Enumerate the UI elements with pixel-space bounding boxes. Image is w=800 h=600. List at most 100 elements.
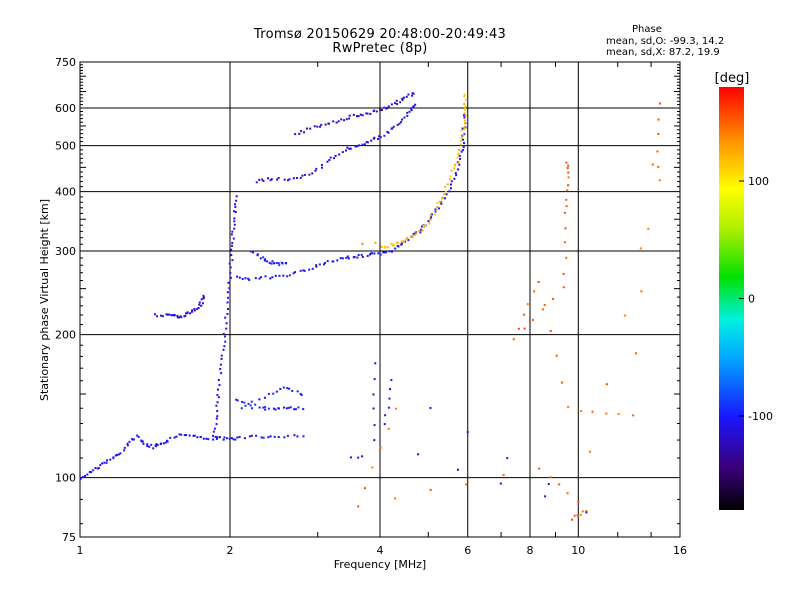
data-point	[570, 518, 573, 521]
data-point	[562, 286, 565, 289]
data-point	[198, 301, 201, 304]
data-point	[223, 345, 226, 348]
data-point	[311, 172, 314, 175]
data-point	[459, 157, 462, 160]
data-point	[658, 102, 661, 105]
data-point	[457, 160, 460, 163]
data-point	[264, 275, 267, 278]
data-point	[428, 222, 431, 225]
data-point	[383, 245, 386, 248]
data-point	[294, 408, 297, 411]
data-point	[273, 435, 276, 438]
data-point	[156, 315, 159, 318]
data-point	[177, 316, 180, 319]
data-point	[269, 277, 272, 280]
data-point	[376, 137, 379, 140]
grid	[80, 62, 680, 537]
data-point	[463, 133, 466, 136]
data-point	[364, 487, 367, 490]
data-point	[366, 141, 369, 144]
data-point	[415, 232, 418, 235]
data-point	[356, 145, 359, 148]
x-tick-label: 16	[673, 544, 687, 557]
data-point	[283, 436, 286, 439]
data-point	[88, 471, 91, 474]
data-point	[549, 476, 552, 479]
data-point	[262, 256, 265, 259]
data-point	[634, 352, 637, 355]
data-point	[269, 179, 272, 182]
data-point	[577, 500, 580, 503]
data-point	[463, 116, 466, 119]
data-point	[385, 251, 388, 254]
data-point	[264, 408, 267, 411]
data-point	[228, 262, 231, 265]
data-point	[462, 148, 465, 151]
data-point	[188, 434, 191, 437]
data-point	[453, 164, 456, 167]
data-point	[398, 122, 401, 125]
data-point	[99, 464, 102, 467]
data-point	[184, 314, 187, 317]
data-point	[316, 125, 319, 128]
data-point	[372, 393, 375, 396]
data-point	[456, 156, 459, 159]
data-point	[252, 251, 255, 254]
data-point	[328, 159, 331, 162]
data-point	[658, 179, 661, 182]
data-point	[218, 436, 221, 439]
data-point	[218, 383, 221, 386]
data-point	[444, 185, 447, 188]
data-point	[465, 483, 468, 486]
data-point	[284, 262, 287, 265]
data-point	[368, 253, 371, 256]
data-point	[430, 213, 433, 216]
data-point	[383, 423, 386, 426]
data-point	[274, 274, 277, 277]
data-point	[128, 440, 131, 443]
data-point	[196, 436, 199, 439]
data-point	[298, 132, 301, 135]
data-point	[109, 458, 112, 461]
data-point	[414, 233, 417, 236]
data-point	[387, 131, 390, 134]
data-point	[270, 262, 273, 265]
data-point	[212, 434, 215, 437]
data-point	[450, 169, 453, 172]
data-point	[429, 488, 432, 491]
data-point	[214, 435, 217, 438]
data-point	[558, 483, 561, 486]
data-point	[216, 415, 219, 418]
data-point	[240, 407, 243, 410]
data-point	[565, 161, 568, 164]
data-point	[308, 268, 311, 271]
data-point	[400, 121, 403, 124]
data-point	[360, 253, 363, 256]
data-point	[311, 267, 314, 270]
data-point	[190, 310, 193, 313]
data-point	[168, 313, 171, 316]
data-point	[165, 439, 168, 442]
data-point	[313, 125, 316, 128]
data-point	[388, 250, 391, 253]
data-point	[270, 178, 273, 181]
data-point	[463, 95, 466, 98]
data-point	[407, 93, 410, 96]
data-point	[394, 247, 397, 250]
data-point	[465, 98, 468, 101]
data-point	[165, 313, 168, 316]
data-point	[383, 106, 386, 109]
data-point	[294, 133, 297, 136]
data-point	[282, 274, 285, 277]
data-point	[132, 438, 135, 441]
data-point	[418, 229, 421, 232]
data-point	[275, 390, 278, 393]
data-point	[392, 125, 395, 128]
data-point	[202, 437, 205, 440]
data-point	[197, 307, 200, 310]
data-point	[324, 123, 327, 126]
data-point	[338, 153, 341, 156]
data-point	[303, 269, 306, 272]
data-point	[377, 252, 380, 255]
